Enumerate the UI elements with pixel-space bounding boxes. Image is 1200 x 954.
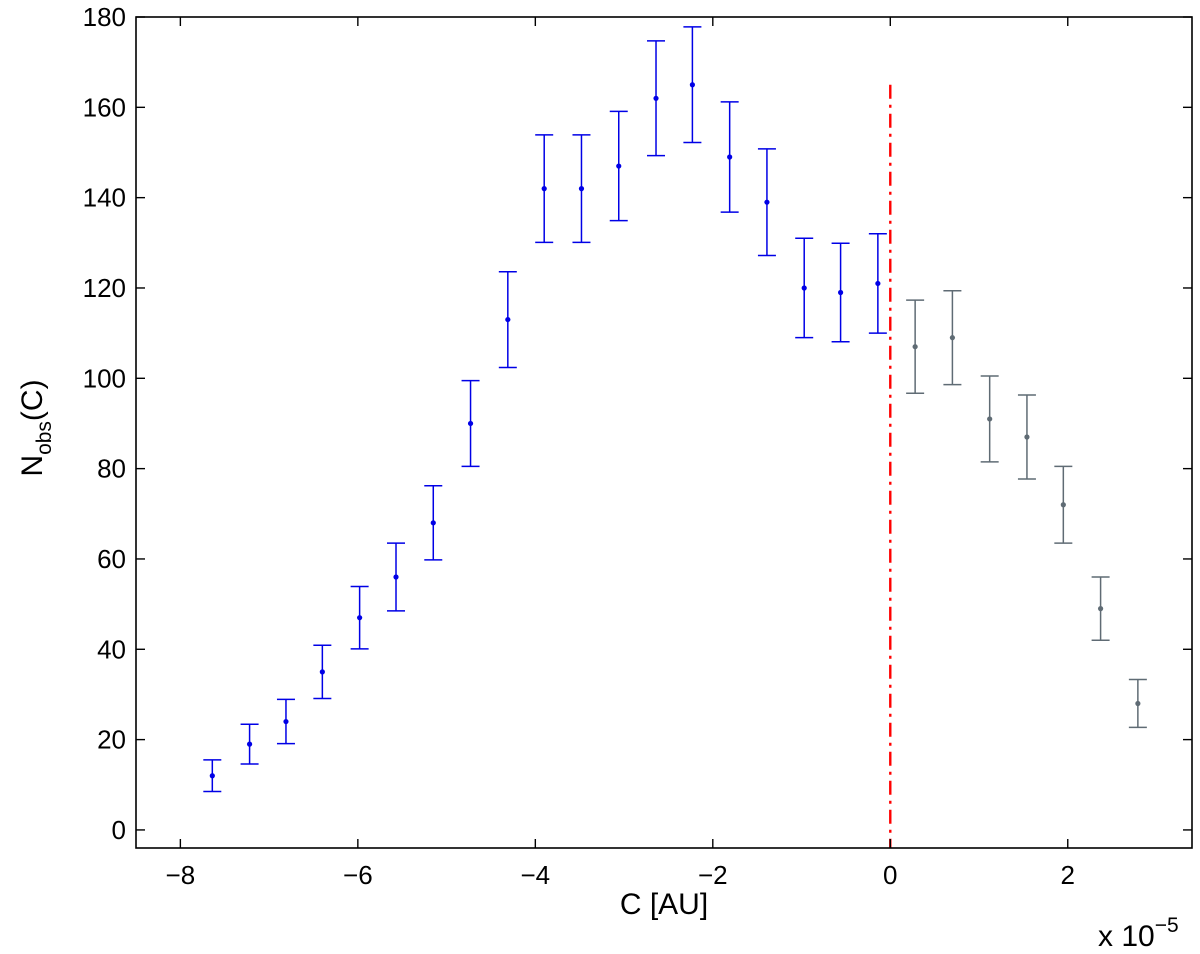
y-tick-label: 180 xyxy=(83,2,126,32)
data-point xyxy=(393,574,399,580)
data-point xyxy=(246,741,253,747)
data-point xyxy=(912,344,918,350)
data-point xyxy=(987,416,993,422)
x-tick-label: −6 xyxy=(343,860,373,890)
data-point xyxy=(653,95,659,101)
y-tick-label: 140 xyxy=(83,183,126,213)
data-point xyxy=(319,669,325,675)
data-point xyxy=(209,773,215,779)
data-point xyxy=(541,186,547,192)
x-tick-label: 2 xyxy=(1061,860,1075,890)
chart-marks xyxy=(203,26,1147,848)
data-point xyxy=(616,163,622,169)
y-axis-label: Nobs(C) xyxy=(16,379,56,476)
y-tick-label: 120 xyxy=(83,273,126,303)
x-multiplier-exponent: −5 xyxy=(1155,914,1179,937)
y-tick-label: 20 xyxy=(97,725,126,755)
data-point xyxy=(430,520,436,526)
y-axis-label-main: N xyxy=(16,455,49,477)
data-point xyxy=(283,718,289,725)
x-multiplier-prefix: x 10 xyxy=(1098,920,1155,953)
x-axis-label: C [AU] xyxy=(620,888,708,921)
data-point xyxy=(949,335,956,341)
x-tick-label: −2 xyxy=(698,860,728,890)
y-tick-label: 40 xyxy=(97,634,126,664)
data-point xyxy=(875,280,881,287)
data-point xyxy=(1097,606,1104,612)
y-tick-label: 100 xyxy=(83,363,126,393)
x-tick-label: −8 xyxy=(166,860,196,890)
data-point xyxy=(1060,502,1066,508)
x-tick-label: −4 xyxy=(520,860,550,890)
x-axis-multiplier: x 10−5 xyxy=(1098,914,1179,953)
data-point xyxy=(837,289,844,296)
data-point xyxy=(1024,434,1030,440)
y-axis-label-sub: obs xyxy=(33,421,56,455)
data-point xyxy=(467,420,474,427)
y-tick-label: 80 xyxy=(97,454,126,484)
data-point xyxy=(1135,700,1141,707)
data-point xyxy=(505,316,511,323)
data-point xyxy=(357,615,363,621)
data-point xyxy=(689,82,695,88)
data-point xyxy=(578,186,585,192)
plot-frame xyxy=(135,16,1193,849)
y-tick-label: 0 xyxy=(112,815,126,845)
data-point xyxy=(801,285,807,291)
x-tick-label: 0 xyxy=(883,860,897,890)
data-point xyxy=(764,199,770,205)
y-tick-label: 60 xyxy=(97,544,126,574)
y-tick-label: 160 xyxy=(83,92,126,122)
data-point xyxy=(727,154,733,160)
y-axis-label-suffix: (C) xyxy=(16,379,49,421)
